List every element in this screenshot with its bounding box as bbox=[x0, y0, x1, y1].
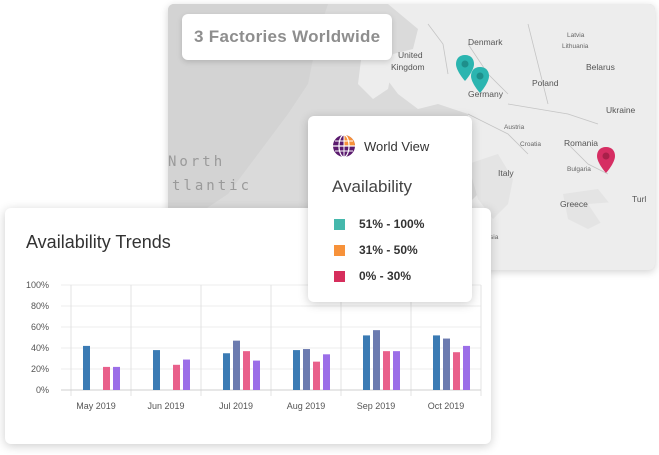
map-label-romania: Romania bbox=[564, 138, 599, 148]
world-view-header[interactable]: World View bbox=[332, 134, 429, 158]
legend-label-low: 0% - 30% bbox=[359, 269, 412, 283]
factories-title-box: 3 Factories Worldwide bbox=[182, 14, 392, 60]
map-label-ukraine: Ukraine bbox=[606, 105, 636, 115]
bar-series-1-oct-2019 bbox=[433, 335, 440, 390]
x-tick-label: Aug 2019 bbox=[287, 401, 326, 411]
map-label-kingdom: Kingdom bbox=[391, 62, 425, 72]
trends-title: Availability Trends bbox=[26, 232, 171, 252]
y-tick-label: 100% bbox=[26, 280, 49, 290]
bar-series-3-jul-2019 bbox=[243, 351, 250, 390]
legend-title: Availability bbox=[332, 177, 413, 196]
x-tick-label: Jun 2019 bbox=[147, 401, 184, 411]
x-tick-label: Jul 2019 bbox=[219, 401, 253, 411]
x-tick-label: May 2019 bbox=[76, 401, 116, 411]
bar-series-1-sep-2019 bbox=[363, 335, 370, 390]
map-label-greece: Greece bbox=[560, 199, 588, 209]
bar-series-1-jul-2019 bbox=[223, 353, 230, 390]
bar-series-2-sep-2019 bbox=[373, 330, 380, 390]
y-tick-label: 0% bbox=[36, 385, 49, 395]
map-label-united: United bbox=[398, 50, 423, 60]
availability-legend-card: World View Availability 51% - 100% 31% -… bbox=[308, 116, 472, 302]
map-label-denmark: Denmark bbox=[468, 37, 503, 47]
bar-series-1-jun-2019 bbox=[153, 350, 160, 390]
bar-series-4-oct-2019 bbox=[463, 345, 470, 390]
map-label-lithuania: Lithuania bbox=[562, 43, 589, 50]
map-label-sia: sia bbox=[490, 234, 499, 241]
bar-series-4-may-2019 bbox=[113, 366, 120, 390]
bar-series-4-aug-2019 bbox=[323, 354, 330, 390]
x-tick-label: Sep 2019 bbox=[357, 401, 396, 411]
map-title: 3 Factories Worldwide bbox=[194, 27, 381, 46]
map-label-italy: Italy bbox=[498, 168, 514, 178]
bar-series-2-aug-2019 bbox=[303, 349, 310, 390]
map-label-germany: Germany bbox=[468, 89, 503, 99]
x-tick-label: Oct 2019 bbox=[428, 401, 465, 411]
map-label-north: North bbox=[168, 154, 226, 170]
globe-icon bbox=[333, 134, 355, 158]
bar-series-3-sep-2019 bbox=[383, 351, 390, 390]
y-tick-label: 80% bbox=[31, 301, 49, 311]
y-tick-label: 20% bbox=[31, 364, 49, 374]
bar-series-1-may-2019 bbox=[83, 345, 90, 390]
legend-swatch-medium bbox=[334, 244, 345, 256]
legend-item-high: 51% - 100% bbox=[334, 217, 424, 231]
bar-series-3-aug-2019 bbox=[313, 361, 320, 390]
map-label-atlantic: tlantic bbox=[172, 178, 253, 194]
bar-series-4-jun-2019 bbox=[183, 359, 190, 390]
bar-series-3-oct-2019 bbox=[453, 352, 460, 390]
legend-swatch-low bbox=[334, 270, 345, 282]
legend-item-low: 0% - 30% bbox=[334, 269, 411, 283]
factory-pin-germany[interactable] bbox=[470, 66, 490, 94]
map-label-bulgaria: Bulgaria bbox=[567, 166, 591, 173]
bar-series-4-sep-2019 bbox=[393, 351, 400, 390]
bar-series-1-aug-2019 bbox=[293, 350, 300, 390]
map-label-austria: Austria bbox=[504, 124, 525, 131]
bar-series-2-oct-2019 bbox=[443, 338, 450, 390]
map-label-poland: Poland bbox=[532, 78, 559, 88]
factory-pin-turkey[interactable] bbox=[596, 146, 616, 174]
bar-series-2-jul-2019 bbox=[233, 340, 240, 390]
map-label-croatia: Croatia bbox=[520, 141, 541, 148]
map-label-belarus: Belarus bbox=[586, 62, 615, 72]
availability-bar-chart[interactable]: 100% 80% 60% 40% 20% 0% May 2019 Jun 2019 Jul 20… bbox=[5, 208, 491, 444]
bar-series-3-jun-2019 bbox=[173, 364, 180, 390]
legend-label-medium: 31% - 50% bbox=[359, 243, 418, 257]
bar-series-4-jul-2019 bbox=[253, 360, 260, 390]
map-label-turkey: Turl bbox=[632, 194, 647, 204]
legend-label-high: 51% - 100% bbox=[359, 217, 425, 231]
legend-swatch-high bbox=[334, 218, 345, 230]
world-view-label: World View bbox=[364, 138, 430, 154]
bar-series-3-may-2019 bbox=[103, 366, 110, 390]
legend-item-medium: 31% - 50% bbox=[334, 243, 418, 257]
factory-pin-uk[interactable] bbox=[455, 54, 475, 82]
map-label-latvia: Latvia bbox=[567, 32, 585, 39]
y-tick-label: 60% bbox=[31, 322, 49, 332]
y-tick-label: 40% bbox=[31, 343, 49, 353]
